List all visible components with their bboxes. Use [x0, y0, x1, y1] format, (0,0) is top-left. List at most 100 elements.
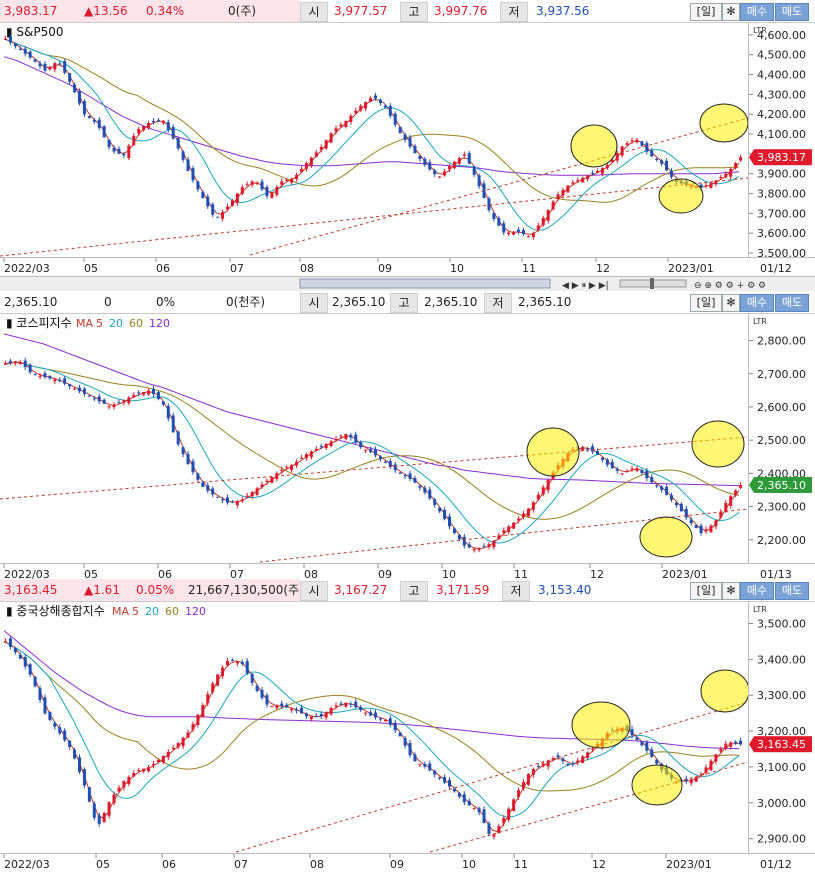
candle — [393, 111, 397, 128]
gear-icon[interactable]: ✻ — [722, 294, 740, 312]
candle — [457, 156, 461, 166]
quote-bar: 3,163.45 ▲1.61 0.05% 21,667,130,500(주) 시… — [0, 579, 815, 602]
gear-icon[interactable]: ✻ — [722, 582, 740, 600]
buy-button[interactable]: 매수 — [740, 294, 774, 312]
candle — [152, 385, 155, 398]
candle — [467, 798, 471, 806]
price-marker — [749, 149, 754, 166]
candle — [28, 50, 32, 60]
candle — [235, 660, 239, 667]
candle — [53, 61, 57, 73]
candle — [68, 740, 72, 750]
price-plot[interactable]: ▮ 중국상해종합지수 MA 5 20 60 120 — [0, 602, 748, 853]
trend-line — [429, 761, 748, 853]
candle — [18, 652, 22, 660]
candle — [191, 721, 195, 732]
chart-scrollbar[interactable]: ◀ ▶ ⏸ ▶ ▶| ⊖ ⊕ ⚙ ⚙ + ⚙ ⚙ — [0, 276, 815, 292]
candle — [497, 823, 501, 834]
candle — [364, 449, 368, 454]
period-label: 일 — [700, 5, 712, 18]
candle — [171, 744, 175, 750]
candle — [492, 212, 496, 222]
candle — [704, 182, 708, 189]
low-value: 3,937.56 — [536, 4, 590, 18]
ltr-box: LTR — [753, 317, 767, 326]
candle — [354, 698, 358, 709]
open-label: 시 — [300, 581, 328, 601]
open-value: 2,365.10 — [332, 295, 386, 309]
x-tick-label: 05 — [84, 568, 98, 579]
candle — [324, 443, 328, 451]
candle — [462, 533, 466, 549]
x-tick-label: 08 — [300, 262, 314, 275]
candle — [23, 357, 27, 371]
sell-button[interactable]: 매도 — [775, 3, 809, 21]
candle — [87, 395, 91, 397]
candle — [349, 113, 353, 125]
candle — [82, 99, 86, 118]
candle — [418, 763, 422, 768]
price-plot[interactable]: ▮ S&P500 — [0, 23, 748, 257]
candle — [526, 507, 530, 518]
candle — [97, 393, 101, 404]
candle — [211, 681, 215, 695]
y-axis: 2,800.00 2,700.00 2,600.00 2,500.00 2,400.00… — [748, 314, 815, 563]
candle — [240, 659, 244, 666]
candle — [551, 199, 555, 211]
period-select[interactable]: [일] — [690, 294, 722, 312]
period-select[interactable]: [일] — [690, 582, 722, 600]
candle — [610, 458, 614, 469]
candle — [734, 489, 738, 497]
buy-button[interactable]: 매수 — [740, 3, 774, 21]
candle — [433, 168, 437, 177]
gear-icon[interactable]: ✻ — [722, 3, 740, 21]
candle — [33, 675, 37, 688]
candle — [290, 708, 294, 713]
candle — [403, 473, 407, 480]
candle — [260, 481, 264, 489]
candle — [398, 472, 402, 474]
candle — [127, 775, 131, 787]
candle — [73, 386, 77, 391]
candle — [176, 742, 180, 750]
price-plot[interactable]: ▮ 코스피지수 MA 5 20 60 120 — [0, 314, 748, 563]
candle — [112, 145, 116, 154]
candle — [122, 780, 126, 791]
y-tick-label: 2,700.00 — [757, 368, 806, 381]
sell-button[interactable]: 매도 — [775, 294, 809, 312]
candle — [734, 161, 738, 170]
candle — [428, 760, 432, 772]
y-tick-label: 2,500.00 — [757, 434, 806, 447]
candle — [694, 776, 698, 782]
chart-title: ▮ 코스피지수 — [6, 316, 72, 330]
x-right-label: 01/12 — [760, 858, 792, 871]
y-tick-label: 3,100.00 — [757, 761, 806, 774]
candle — [724, 171, 728, 179]
candle — [729, 167, 733, 180]
ma-legend-60: 60 — [129, 317, 143, 330]
highlight-ellipse — [700, 669, 748, 713]
candle — [487, 542, 491, 550]
candle — [107, 801, 111, 819]
candle — [245, 181, 249, 186]
candle — [152, 118, 155, 125]
x-tick-label: 2022/03 — [4, 568, 50, 579]
candle — [166, 119, 170, 133]
candle — [255, 181, 259, 186]
candle — [206, 193, 210, 209]
x-axis: 2022/03 05 06 07 08 09 10 11 12 2023/01 01/12 — [0, 257, 815, 276]
period-select[interactable]: [일] — [690, 3, 722, 21]
y-tick-label: 3,700.00 — [757, 207, 806, 220]
price-marker — [749, 736, 754, 753]
candle — [181, 150, 185, 163]
last-price: 3,163.45 — [4, 583, 58, 597]
candle — [63, 375, 67, 386]
buy-button[interactable]: 매수 — [740, 582, 774, 600]
sell-button[interactable]: 매도 — [775, 582, 809, 600]
candle — [43, 61, 47, 73]
x-tick-label: 06 — [162, 858, 176, 871]
candle — [724, 500, 728, 513]
candle — [309, 156, 313, 168]
candle — [383, 718, 387, 722]
ma-legend-5: 5 — [96, 317, 103, 330]
